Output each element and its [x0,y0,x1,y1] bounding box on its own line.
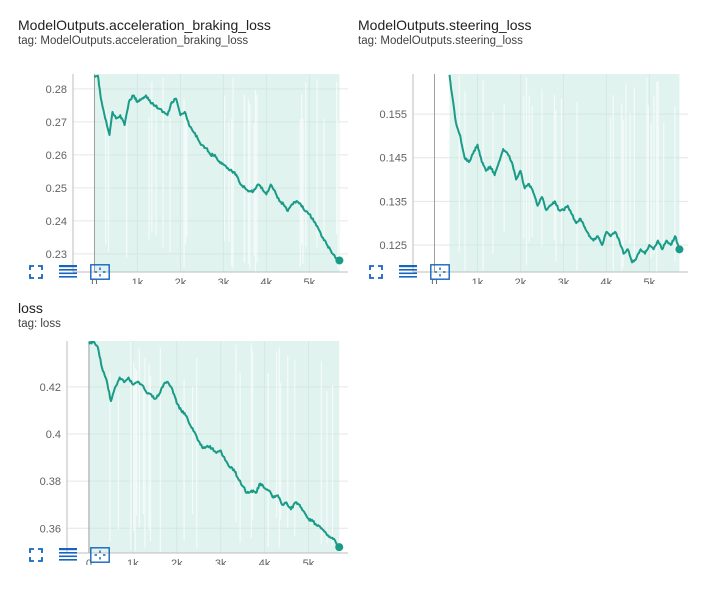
chart-title: ModelOutputs.acceleration_braking_loss [18,17,271,33]
raw-values-area [88,341,340,553]
chart-toolbar [25,546,111,568]
last-point-marker [335,543,344,552]
x-tick-label: 4k [261,277,273,284]
x-tick-label: 1k [472,277,484,284]
fit-domain-button[interactable] [89,263,111,285]
fullscreen-icon [369,264,383,284]
raw-values-band [94,74,340,272]
y-tick-label: 0.155 [379,109,407,121]
series-line [88,341,340,549]
y-tick-label: 0.27 [46,117,67,129]
fit-domain-button[interactable] [89,546,111,568]
line-chart[interactable]: 0.23 0.24 0.25 0.26 0.27 0.28 0 1k 2k 3k 4k 5k [18,52,358,284]
fit-domain-icon [90,263,110,285]
x-tick-label: 5k [304,277,316,284]
y-tick-label: 0.36 [40,523,61,535]
raw-values-band [449,74,680,272]
x-tick-label: 2k [175,277,187,284]
fullscreen-icon [29,547,43,567]
chart-toolbar [365,263,451,285]
data-table-button[interactable] [57,547,79,567]
fullscreen-button[interactable] [25,264,47,284]
y-tick-label: 0.38 [40,476,61,488]
y-tick-label: 0.145 [379,153,407,165]
x-tick-label: 3k [215,558,227,565]
chart-card-acceleration-braking-loss: ModelOutputs.acceleration_braking_loss t… [18,17,358,284]
y-tick-label: 0.4 [46,429,61,441]
series-line [448,74,681,264]
data-table-icon [59,547,77,567]
y-tick-label: 0.125 [379,240,407,252]
raw-values-area [94,74,340,272]
x-tick-label: 1k [132,277,144,284]
last-point-marker [675,245,684,254]
last-point-marker [335,256,344,265]
x-tick-label: 2k [515,277,527,284]
chart-tag: tag: ModelOutputs.steering_loss [358,35,523,47]
fit-domain-button[interactable] [429,263,451,285]
fullscreen-icon [29,264,43,284]
x-tick-label: 0 [86,558,92,565]
x-tick-label: 1k [127,558,139,565]
x-tick-label: 3k [218,277,230,284]
raw-values-area [449,74,680,272]
data-table-icon [399,264,417,284]
y-tick-label: 0.26 [46,150,67,162]
data-table-icon [59,264,77,284]
x-tick-label: 5k [644,277,656,284]
y-tick-label: 0.28 [46,84,67,96]
data-table-button[interactable] [397,264,419,284]
series-line [93,74,341,261]
y-tick-label: 0.25 [46,183,67,195]
y-tick-label: 0.23 [46,249,67,261]
y-tick-label: 0.135 [379,196,407,208]
fit-domain-icon [90,546,110,568]
line-chart[interactable]: 0.36 0.38 0.4 0.42 0 1k 2k 3k 4k 5k [18,335,358,565]
x-tick-label: 4k [259,558,271,565]
data-table-button[interactable] [57,264,79,284]
x-tick-label: 5k [303,558,315,565]
x-tick-label: 3k [558,277,570,284]
x-tick-label: 0 [431,277,437,284]
raw-values-band [88,341,340,553]
chart-toolbar [25,263,111,285]
chart-card-loss: loss tag: loss 0.36 0.38 0.4 0.42 0 1k 2k 3k 4k 5… [18,300,358,565]
x-tick-label: 0 [91,277,97,284]
line-chart[interactable]: 0.125 0.135 0.145 0.155 0 1k 2k 3k 4k 5k [358,52,698,284]
chart-title: ModelOutputs.steering_loss [358,17,532,33]
fullscreen-button[interactable] [25,547,47,567]
chart-tag: tag: loss [18,318,61,330]
x-tick-label: 4k [601,277,613,284]
chart-tag: tag: ModelOutputs.acceleration_braking_l… [18,35,249,47]
x-tick-label: 2k [171,558,183,565]
y-tick-label: 0.42 [40,382,61,394]
fit-domain-icon [430,263,450,285]
y-tick-label: 0.24 [46,216,67,228]
chart-title: loss [18,300,43,316]
fullscreen-button[interactable] [365,264,387,284]
chart-card-steering-loss: ModelOutputs.steering_loss tag: ModelOut… [358,17,698,284]
